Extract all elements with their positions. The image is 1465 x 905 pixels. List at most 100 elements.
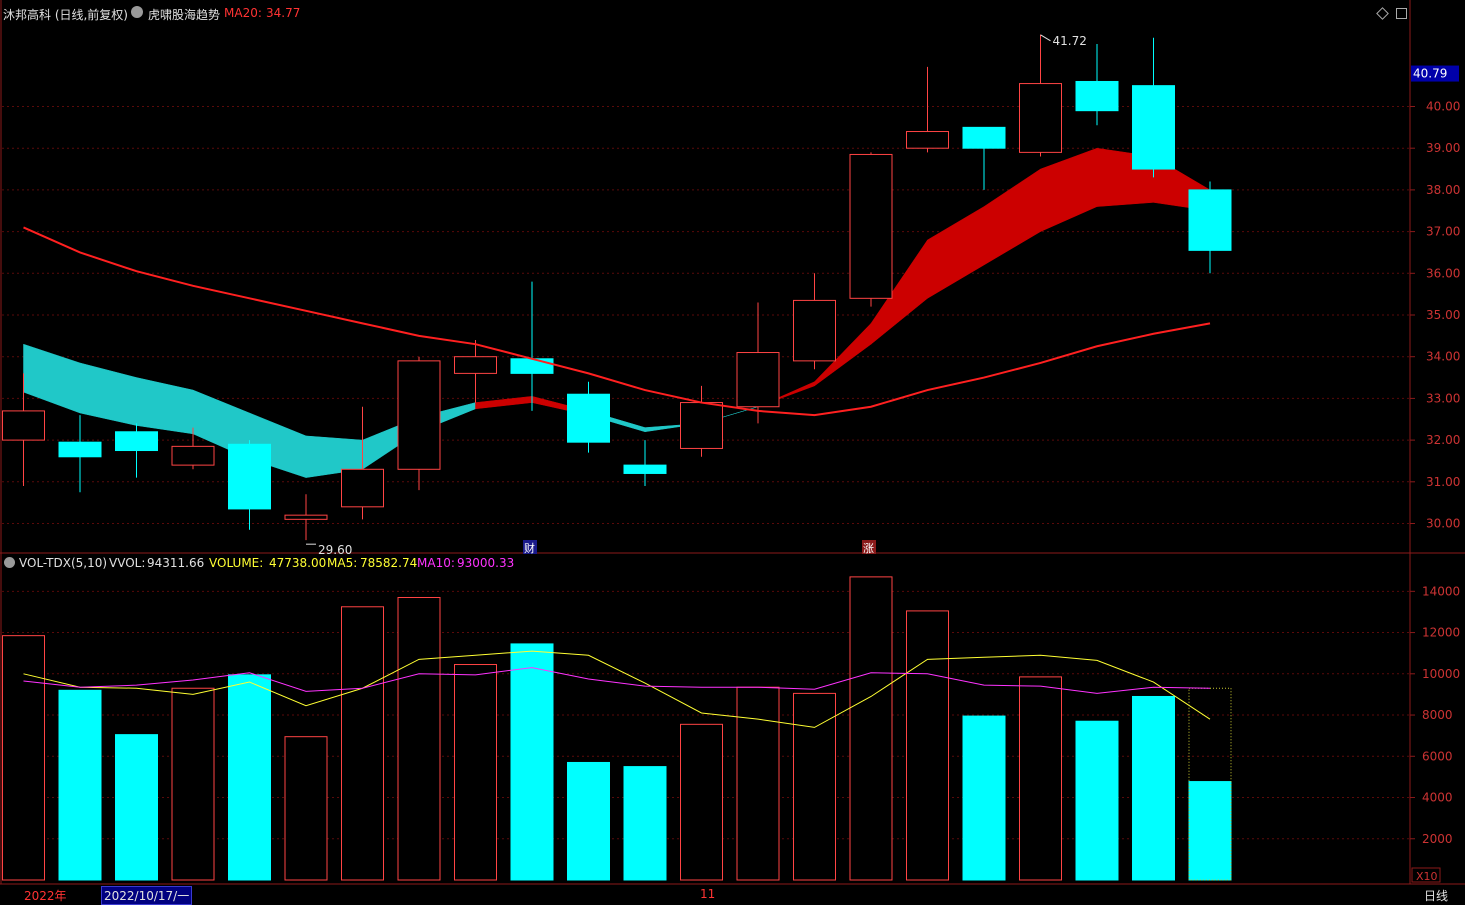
candle-body [1019,83,1062,153]
volume-bar [510,643,554,881]
volume-ma10-line [23,667,1211,694]
volume-bar [962,715,1006,881]
volume-bar [1132,695,1175,881]
volume-ma5-line [23,650,1211,728]
candle-body [1075,80,1119,112]
high-pointer [1040,34,1051,42]
price-tick-label: 30.00 [1426,517,1460,531]
ma5-value: 78582.74 [360,556,418,570]
volume-bar [284,736,328,881]
chart-frame [0,0,1465,885]
candle-body [454,356,497,374]
volume-menu-icon[interactable] [4,557,15,568]
trend-band-segment [136,377,194,435]
current-price-box [1411,65,1459,82]
period-label[interactable]: 日线 [1424,889,1449,903]
ma10-label: MA10: [417,556,455,570]
event-marker-finance-bg [523,540,537,554]
candle-body [228,443,271,510]
cursor-date: 2022/10/17/一 [101,886,193,905]
volume-label: VOLUME: [209,556,264,570]
trend-band-segment [23,343,81,414]
trend-band-segment [79,362,137,426]
volume-indicator-name: VOL-TDX(5,10) [19,556,108,570]
price-tick-label: 35.00 [1426,308,1460,322]
price-tick-label: 39.00 [1426,141,1460,155]
volume-tick-label: 4000 [1422,791,1453,805]
window-toggle-icon[interactable] [1396,8,1407,19]
volume-bar [1019,676,1062,881]
candle-body [171,445,215,466]
candle-body [58,441,102,458]
volume-bar [58,689,102,881]
price-tick-label: 31.00 [1426,475,1460,489]
price-tick-label: 40.00 [1426,100,1460,114]
vvol-label: VVOL: [109,556,146,570]
stock-title: 沐邦高科 (日线,前复权) [3,8,128,22]
axes: 40.00 39.00 38.00 37.00 36.00 35.00 34.00 33.00… [1410,65,1460,883]
candle-body [1188,189,1232,251]
volume-tick-label: 14000 [1422,584,1460,598]
volume-bars [2,576,1232,881]
volume-value: 47738.00 [269,556,327,570]
price-tick-label: 37.00 [1426,225,1460,239]
volume-unit-box [1411,867,1441,883]
ma5-label: MA5: [327,556,358,570]
candle-body [793,299,836,362]
price-tick-label: 34.00 [1426,350,1460,364]
candle-body [397,360,441,470]
ma20-line [23,226,1211,417]
volume-bar [397,597,441,881]
candle-body [849,153,893,299]
vvol-value: 94311.66 [147,556,205,570]
candle-body [341,468,384,508]
volume-tick-label: 2000 [1422,832,1453,846]
volume-bar [736,686,780,881]
price-tick-label: 32.00 [1426,433,1460,447]
indicator-menu-icon[interactable] [131,6,143,18]
candle-body [510,358,554,374]
candle-body [284,514,328,520]
trend-band-segment [1040,147,1098,232]
trend-band [23,147,1211,478]
annotations: 41.72 29.60 财 涨 [306,34,1087,557]
candle-body [962,126,1006,149]
volume-bar [1188,781,1232,881]
volume-tick-label: 8000 [1422,708,1453,722]
volume-bar [454,664,497,881]
volume-tick-label: 10000 [1422,667,1460,681]
volume-tick-label: 6000 [1422,749,1453,763]
event-marker-rise: 涨 [863,542,874,555]
trend-band-segment [983,168,1041,266]
price-tick-label: 33.00 [1426,391,1460,405]
candles [2,34,1232,541]
volume-bar [849,576,893,881]
candle-body [736,352,780,408]
volume-bar [793,692,836,881]
high-label: 41.72 [1053,34,1087,48]
volume-bar [115,734,158,881]
current-price-label: 40.79 [1413,67,1447,81]
trend-band-segment [927,206,985,299]
volume-bar [1075,720,1119,881]
candle-body [115,431,158,452]
low-label: 29.60 [318,543,352,557]
candle-body [2,410,45,441]
ma10-value: 93000.33 [457,556,515,570]
price-tick-label: 38.00 [1426,183,1460,197]
ma20-value: 34.77 [266,6,301,20]
indicator-name: 虎啸股海趋势 [148,8,221,22]
volume-bar [623,766,667,881]
ma20-label: MA20: [224,6,262,20]
year-label: 2022年 [24,889,67,903]
volume-bar [906,610,949,881]
volume-bar [171,687,215,881]
price-tick-label: 36.00 [1426,266,1460,280]
candle-body [567,393,610,443]
volume-bar [680,723,723,881]
volume-tick-label: 12000 [1422,626,1460,640]
candle-body [906,131,949,149]
candle-body [1132,85,1175,170]
volume-bar [341,606,384,881]
